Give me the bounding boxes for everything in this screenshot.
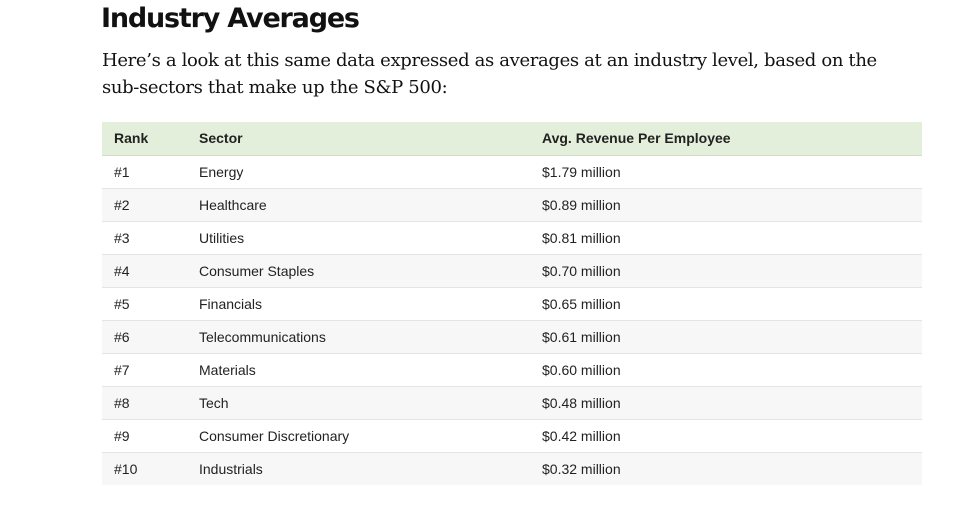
rank-cell: #6 [114,328,130,345]
table-row: #7 Materials $0.60 million [102,353,922,386]
industry-averages-table: Rank Sector Avg. Revenue Per Employee #1… [102,122,922,485]
revenue-cell: $0.32 million [542,460,621,477]
revenue-cell: $0.81 million [542,229,621,246]
rank-cell: #9 [114,427,130,444]
revenue-cell: $0.65 million [542,295,621,312]
table-row: #10 Industrials $0.32 million [102,452,922,485]
sector-cell: Consumer Discretionary [199,427,350,444]
rank-cell: #4 [114,262,130,279]
sector-cell: Materials [199,361,256,378]
table-row: #1 Energy $1.79 million [102,155,922,188]
rank-cell: #5 [114,295,130,312]
revenue-cell: $0.61 million [542,328,621,345]
table-row: #9 Consumer Discretionary $0.42 million [102,419,922,452]
rank-cell: #3 [114,229,130,246]
sector-cell: Telecommunications [199,328,326,345]
section-heading: Industry Averages [101,3,360,34]
sector-cell: Utilities [199,229,245,246]
intro-paragraph: Here’s a look at this same data expresse… [102,50,877,98]
revenue-cell: $0.42 million [542,427,621,444]
sector-cell: Industrials [199,460,263,477]
sector-cell: Healthcare [199,196,267,213]
table-row: #4 Consumer Staples $0.70 million [102,254,922,287]
table-row: #2 Healthcare $0.89 million [102,188,922,221]
column-header-sector: Sector [187,122,530,156]
sector-cell: Financials [199,295,263,312]
table-row: #3 Utilities $0.81 million [102,221,922,254]
rank-cell: #10 [114,460,138,477]
column-header-avg-revenue: Avg. Revenue Per Employee [530,122,922,156]
sector-cell: Tech [199,394,229,411]
revenue-cell: $1.79 million [542,163,621,180]
revenue-cell: $0.60 million [542,361,621,378]
table-row: #8 Tech $0.48 million [102,386,922,419]
column-header-rank: Rank [102,122,187,156]
table-row: #5 Financials $0.65 million [102,287,922,320]
rank-cell: #2 [114,196,130,213]
sector-cell: Energy [199,163,244,180]
revenue-cell: $0.70 million [542,262,621,279]
rank-cell: #1 [114,163,130,180]
table-header-row: Rank Sector Avg. Revenue Per Employee [102,122,922,156]
revenue-cell: $0.89 million [542,196,621,213]
rank-cell: #8 [114,394,130,411]
rank-cell: #7 [114,361,130,378]
revenue-cell: $0.48 million [542,394,621,411]
table-row: #6 Telecommunications $0.61 million [102,320,922,353]
sector-cell: Consumer Staples [199,262,315,279]
